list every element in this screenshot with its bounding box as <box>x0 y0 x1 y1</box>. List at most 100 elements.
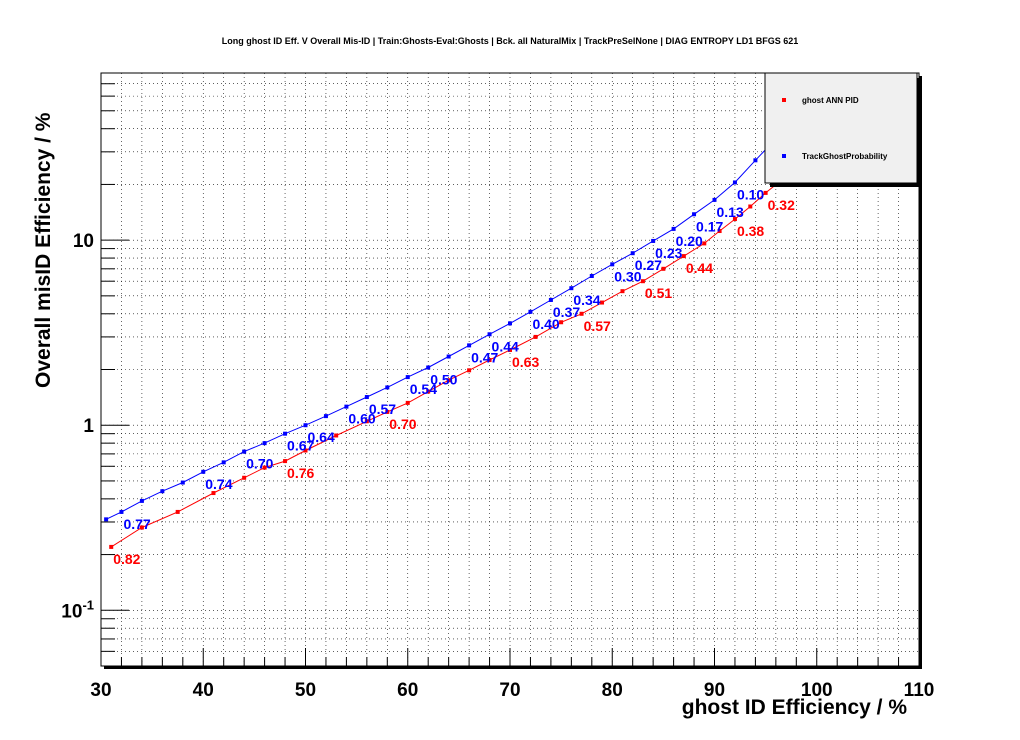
data-point <box>487 358 492 363</box>
data-point <box>242 475 247 480</box>
point-label: 0.47 <box>471 349 498 365</box>
point-label: 0.30 <box>614 268 641 284</box>
data-point <box>180 480 185 485</box>
data-point <box>610 262 615 267</box>
data-point <box>426 365 431 370</box>
data-point <box>242 449 247 454</box>
data-point <box>671 226 676 231</box>
data-point <box>651 238 656 243</box>
point-label: 0.13 <box>717 204 744 220</box>
data-point <box>467 368 472 373</box>
data-point <box>303 423 308 428</box>
x-tick-label: 60 <box>397 680 418 701</box>
point-label: 0.20 <box>676 233 703 249</box>
x-tick-label: 80 <box>602 680 623 701</box>
data-point <box>548 297 553 302</box>
point-label: 0.63 <box>512 354 539 370</box>
point-label: 0.77 <box>123 516 150 532</box>
point-label: 0.44 <box>686 260 713 276</box>
data-point <box>139 498 144 503</box>
data-point <box>763 190 768 195</box>
data-point <box>732 180 737 185</box>
point-label: 0.57 <box>584 318 611 334</box>
point-label: 0.34 <box>573 292 600 308</box>
data-point <box>630 251 635 256</box>
data-point <box>385 409 390 414</box>
data-point <box>712 197 717 202</box>
data-point <box>175 509 180 514</box>
point-label: 0.10 <box>737 186 764 202</box>
data-point <box>160 489 165 494</box>
legend: ghost ANN PID TrackGhostProbability <box>764 72 922 187</box>
data-point <box>364 395 369 400</box>
data-point <box>405 400 410 405</box>
data-point <box>748 204 753 209</box>
data-point <box>283 431 288 436</box>
data-point <box>364 419 369 424</box>
point-label: 0.50 <box>430 372 457 388</box>
point-label: 0.37 <box>553 304 580 320</box>
point-label: 0.27 <box>635 257 662 273</box>
x-tick-label: 30 <box>90 680 111 701</box>
data-point <box>579 311 584 316</box>
data-point <box>405 375 410 380</box>
point-label: 0.17 <box>696 218 723 234</box>
data-point <box>533 334 538 339</box>
data-point <box>211 491 216 496</box>
data-point <box>559 320 564 325</box>
data-point <box>303 448 308 453</box>
data-point <box>487 332 492 337</box>
data-point <box>569 286 574 291</box>
point-label: 0.44 <box>492 338 519 354</box>
point-label: 0.70 <box>389 416 416 432</box>
data-point <box>119 509 124 514</box>
data-point <box>467 343 472 348</box>
x-tick-label: 40 <box>193 680 214 701</box>
data-point <box>283 459 288 464</box>
data-point <box>201 469 206 474</box>
data-point <box>262 465 267 470</box>
data-point <box>508 347 512 352</box>
point-label: 0.64 <box>308 429 335 445</box>
x-tick-label: 100 <box>801 680 833 701</box>
series-line-1 <box>105 84 838 520</box>
legend-label-trackghostprobability: TrackGhostProbability <box>802 152 888 161</box>
data-point <box>661 266 666 271</box>
point-label: 0.51 <box>645 285 672 301</box>
point-label: 0.57 <box>369 401 396 417</box>
y-tick-label: 10 <box>73 231 94 252</box>
legend-swatch-trackghostprobability <box>782 154 786 158</box>
point-label: 0.76 <box>287 465 314 481</box>
point-label: 0.60 <box>348 411 375 427</box>
axis-ticks <box>100 72 920 667</box>
x-tick-label: 70 <box>499 680 520 701</box>
data-point <box>104 517 109 522</box>
data-point <box>508 321 512 326</box>
data-point <box>732 217 737 222</box>
point-label: 0.82 <box>113 551 140 567</box>
data-point <box>620 289 625 294</box>
data-point <box>334 433 339 438</box>
x-tick-label: 50 <box>295 680 316 701</box>
point-label: 0.38 <box>737 223 764 239</box>
data-point <box>139 525 144 530</box>
point-label: 0.54 <box>410 381 437 397</box>
point-label: 0.74 <box>205 476 232 492</box>
data-point <box>589 274 594 279</box>
data-point <box>717 229 722 234</box>
data-point <box>385 385 390 390</box>
data-point <box>221 460 226 465</box>
x-tick-label: 110 <box>904 680 935 701</box>
point-label: 0.32 <box>768 197 795 213</box>
data-point <box>446 354 451 359</box>
chart-title: Long ghost ID Eff. V Overall Mis-ID | Tr… <box>222 36 799 46</box>
point-labels: 0.820.760.700.630.570.510.440.380.320.06… <box>113 89 887 567</box>
data-point <box>323 414 328 419</box>
point-label: 0.67 <box>287 438 314 454</box>
point-label: 0.23 <box>655 245 682 261</box>
data-point <box>640 279 645 284</box>
point-label: 0.40 <box>532 316 559 332</box>
